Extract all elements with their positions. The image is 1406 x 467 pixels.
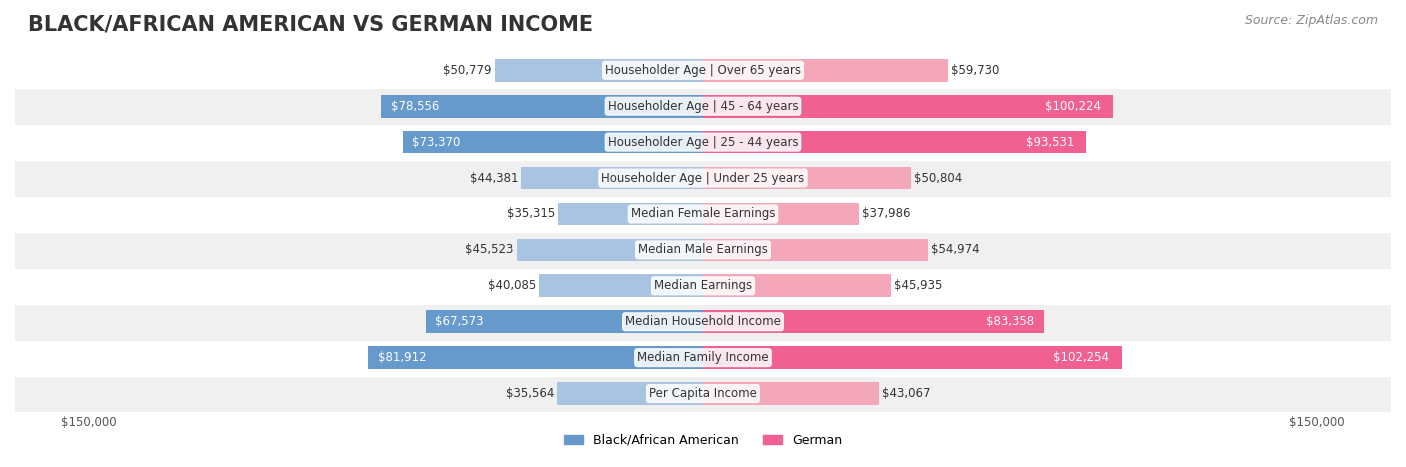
Bar: [703, 167, 911, 190]
Text: $37,986: $37,986: [862, 207, 910, 220]
Bar: [703, 203, 859, 225]
Bar: [367, 347, 703, 369]
Bar: [15, 304, 1391, 340]
Bar: [381, 95, 703, 118]
Bar: [15, 124, 1391, 160]
Bar: [15, 52, 1391, 88]
Text: Median Family Income: Median Family Income: [637, 351, 769, 364]
Bar: [15, 375, 1391, 411]
Text: Median Male Earnings: Median Male Earnings: [638, 243, 768, 256]
Text: Householder Age | Under 25 years: Householder Age | Under 25 years: [602, 171, 804, 184]
Bar: [703, 311, 1045, 333]
Text: $35,564: $35,564: [506, 387, 554, 400]
Bar: [538, 275, 703, 297]
Text: $100,224: $100,224: [1045, 100, 1101, 113]
Text: $44,381: $44,381: [470, 171, 519, 184]
Bar: [522, 167, 703, 190]
Text: $50,804: $50,804: [914, 171, 962, 184]
Text: $102,254: $102,254: [1053, 351, 1109, 364]
Text: $40,085: $40,085: [488, 279, 536, 292]
Bar: [557, 382, 703, 405]
Bar: [15, 232, 1391, 268]
Bar: [516, 239, 703, 261]
Text: $78,556: $78,556: [391, 100, 439, 113]
Text: $73,370: $73,370: [412, 135, 460, 149]
Legend: Black/African American, German: Black/African American, German: [558, 429, 848, 452]
Text: $45,935: $45,935: [894, 279, 942, 292]
Text: Householder Age | Over 65 years: Householder Age | Over 65 years: [605, 64, 801, 77]
Bar: [703, 239, 928, 261]
Bar: [703, 95, 1114, 118]
Text: Median Earnings: Median Earnings: [654, 279, 752, 292]
Bar: [15, 160, 1391, 196]
Bar: [15, 268, 1391, 304]
Text: $54,974: $54,974: [931, 243, 980, 256]
Bar: [703, 382, 879, 405]
Text: $59,730: $59,730: [950, 64, 1000, 77]
Text: $45,523: $45,523: [465, 243, 513, 256]
Bar: [402, 131, 703, 154]
Bar: [15, 340, 1391, 375]
Text: $50,779: $50,779: [443, 64, 492, 77]
Text: Median Female Earnings: Median Female Earnings: [631, 207, 775, 220]
Bar: [15, 88, 1391, 124]
Text: $67,573: $67,573: [434, 315, 484, 328]
Text: $83,358: $83,358: [986, 315, 1035, 328]
Bar: [703, 131, 1085, 154]
Text: $43,067: $43,067: [883, 387, 931, 400]
Bar: [703, 275, 891, 297]
Text: $81,912: $81,912: [378, 351, 426, 364]
Bar: [15, 196, 1391, 232]
Text: Householder Age | 25 - 44 years: Householder Age | 25 - 44 years: [607, 135, 799, 149]
Bar: [703, 347, 1122, 369]
Bar: [703, 59, 948, 82]
Bar: [426, 311, 703, 333]
Bar: [495, 59, 703, 82]
Text: Source: ZipAtlas.com: Source: ZipAtlas.com: [1244, 14, 1378, 27]
Text: Householder Age | 45 - 64 years: Householder Age | 45 - 64 years: [607, 100, 799, 113]
Text: BLACK/AFRICAN AMERICAN VS GERMAN INCOME: BLACK/AFRICAN AMERICAN VS GERMAN INCOME: [28, 14, 593, 34]
Text: $35,315: $35,315: [508, 207, 555, 220]
Text: $93,531: $93,531: [1026, 135, 1074, 149]
Text: Per Capita Income: Per Capita Income: [650, 387, 756, 400]
Text: Median Household Income: Median Household Income: [626, 315, 780, 328]
Bar: [558, 203, 703, 225]
